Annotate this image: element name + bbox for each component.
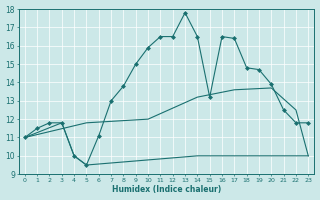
- X-axis label: Humidex (Indice chaleur): Humidex (Indice chaleur): [112, 185, 221, 194]
